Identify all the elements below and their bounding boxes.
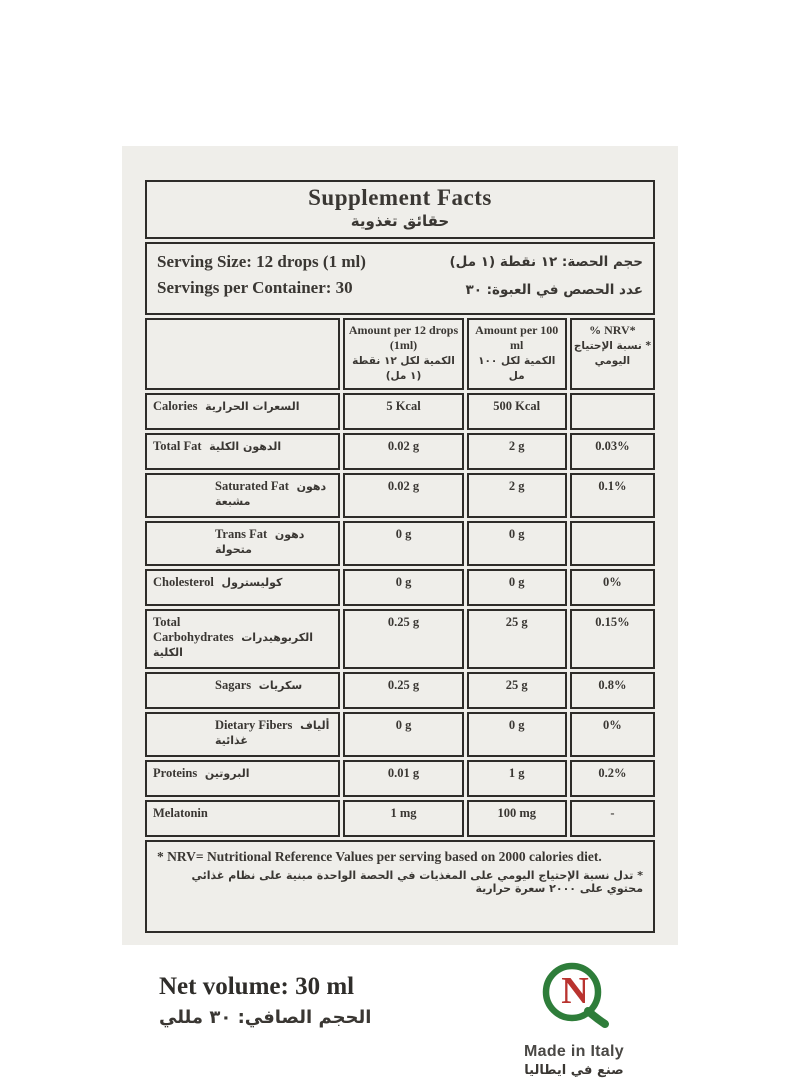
row-label-cell: Calories السعرات الحرارية: [145, 392, 341, 430]
bottom-section: Net volume: 30 ml الحجم الصافي: ٣٠ مللي …: [145, 959, 655, 1078]
footnote-box: * NRV= Nutritional Reference Values per …: [145, 839, 655, 933]
amount-per-12-cell: 0.25 g: [343, 608, 464, 669]
amount-per-100-cell: 25 g: [466, 671, 567, 709]
amount-per-12-cell: 0 g: [343, 520, 464, 566]
table-row: Sagars سكريات 0.25 g 25 g 0.8%: [145, 671, 655, 709]
serving-info-arabic: حجم الحصة: ١٢ نقطة (١ مل) عدد الحصص في ا…: [450, 249, 643, 304]
row-label-cell: Total Fat الدهون الكلية: [145, 432, 341, 470]
nutrition-table-header: Amount per 12 drops (1ml) الكمية لكل ١٢ ن…: [145, 318, 655, 390]
column-header: Amount per 12 drops (1ml) الكمية لكل ١٢ ن…: [343, 318, 464, 390]
amount-per-100-cell: 0 g: [466, 520, 567, 566]
amount-per-12-cell: 5 Kcal: [343, 392, 464, 430]
column-header: [145, 318, 341, 390]
nutrition-table-body: Calories السعرات الحرارية 5 Kcal 500 Kcal T…: [145, 392, 655, 837]
amount-per-12-cell: 0 g: [343, 711, 464, 757]
qn-logo-icon: N: [542, 962, 609, 1028]
column-header: % NRV* * نسبة الإحتياج اليومي: [569, 318, 655, 390]
nutrition-table: Amount per 12 drops (1ml) الكمية لكل ١٢ ن…: [142, 315, 658, 839]
logo-n-letter: N: [561, 970, 588, 1012]
amount-per-100-cell: 2 g: [466, 432, 567, 470]
row-label-cell: Trans Fat دهون متحولة: [145, 520, 341, 566]
footnote-english: * NRV= Nutritional Reference Values per …: [157, 848, 602, 864]
amount-per-100-cell: 100 mg: [466, 799, 567, 837]
nrv-cell: 0.15%: [569, 608, 655, 669]
nrv-cell: 0%: [569, 568, 655, 606]
nrv-cell: 0%: [569, 711, 655, 757]
made-in-italy-block: N Made in Italy صنع في ايطاليا: [499, 959, 649, 1078]
amount-per-100-cell: 0 g: [466, 711, 567, 757]
row-label-cell: Total Carbohydrates الكربوهيدرات الكلية: [145, 608, 341, 669]
nrv-cell: 0.8%: [569, 671, 655, 709]
servings-per-container-arabic: عدد الحصص في العبوة: ٣٠: [465, 281, 643, 298]
row-label-cell: Saturated Fat دهون مشبعة: [145, 472, 341, 518]
amount-per-12-cell: 0.25 g: [343, 671, 464, 709]
column-header: Amount per 100 ml الكمية لكل ١٠٠ مل: [466, 318, 567, 390]
servings-per-container-text: Servings per Container: 30: [157, 277, 353, 297]
footnote-arabic: * تدل نسبة الإحتياج اليومي على المغذيات …: [191, 868, 643, 895]
amount-per-12-cell: 0.01 g: [343, 759, 464, 797]
made-in-italy-arabic: صنع في ايطاليا: [524, 1062, 624, 1078]
serving-size-text: Serving Size: 12 drops (1 ml): [157, 252, 366, 271]
row-label-cell: Sagars سكريات: [145, 671, 341, 709]
row-label-cell: Melatonin: [145, 799, 341, 837]
amount-per-100-cell: 2 g: [466, 472, 567, 518]
nrv-cell: -: [569, 799, 655, 837]
serving-box: Serving Size: 12 drops (1 ml) Servings p…: [145, 242, 655, 316]
net-volume-block: Net volume: 30 ml الحجم الصافي: ٣٠ مللي: [159, 973, 371, 1028]
title-box: Supplement Facts حقائق تغذوية: [145, 180, 655, 239]
nrv-cell: [569, 392, 655, 430]
nrv-cell: [569, 520, 655, 566]
amount-per-12-cell: 0.02 g: [343, 432, 464, 470]
serving-size-arabic: حجم الحصة: ١٢ نقطة (١ مل): [449, 254, 643, 270]
amount-per-12-cell: 0 g: [343, 568, 464, 606]
page-title: Supplement Facts: [308, 185, 492, 210]
table-row: Melatonin 1 mg 100 mg -: [145, 799, 655, 837]
row-label-cell: Proteins البروتين: [145, 759, 341, 797]
amount-per-12-cell: 1 mg: [343, 799, 464, 837]
table-row: Total Carbohydrates الكربوهيدرات الكلية 0…: [145, 608, 655, 669]
nrv-cell: 0.1%: [569, 472, 655, 518]
row-label-cell: Dietary Fibers ألياف غذائية: [145, 711, 341, 757]
header-row: Amount per 12 drops (1ml) الكمية لكل ١٢ ن…: [145, 318, 655, 390]
table-row: Calories السعرات الحرارية 5 Kcal 500 Kcal: [145, 392, 655, 430]
made-in-italy-text: Made in Italy: [524, 1042, 624, 1060]
net-volume-text: Net volume: 30 ml: [159, 972, 355, 1000]
label-panel: Supplement Facts حقائق تغذوية Serving Si…: [122, 146, 678, 1078]
amount-per-100-cell: 1 g: [466, 759, 567, 797]
serving-info-english: Serving Size: 12 drops (1 ml) Servings p…: [157, 249, 366, 304]
amount-per-100-cell: 0 g: [466, 568, 567, 606]
amount-per-100-cell: 25 g: [466, 608, 567, 669]
amount-per-100-cell: 500 Kcal: [466, 392, 567, 430]
amount-per-12-cell: 0.02 g: [343, 472, 464, 518]
net-volume-arabic: الحجم الصافي: ٣٠ مللي: [159, 1006, 372, 1028]
nrv-cell: 0.03%: [569, 432, 655, 470]
page-title-arabic: حقائق تغذوية: [350, 212, 450, 230]
nrv-cell: 0.2%: [569, 759, 655, 797]
row-label-cell: Cholesterol كوليسترول: [145, 568, 341, 606]
